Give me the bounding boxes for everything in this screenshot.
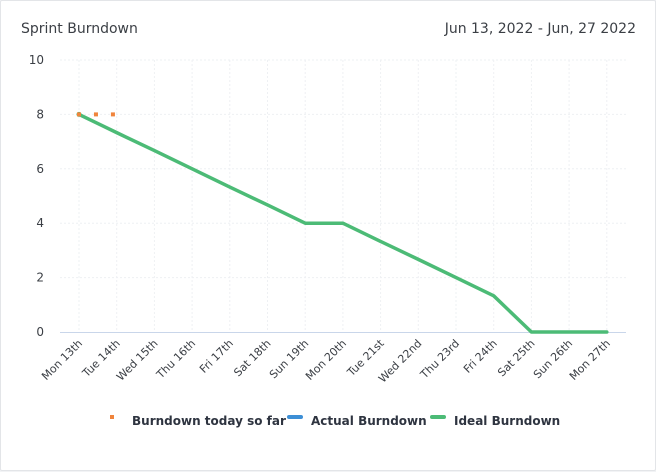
legend-item-ideal[interactable]: Ideal Burndown bbox=[454, 414, 560, 428]
x-tick-label: Mon 27th bbox=[567, 337, 613, 383]
y-tick-label: 0 bbox=[36, 325, 44, 339]
x-tick-label: Mon 13th bbox=[39, 337, 85, 383]
y-tick-label: 2 bbox=[36, 271, 44, 285]
x-tick-label: Thu 16th bbox=[153, 337, 198, 382]
ideal-burndown-line bbox=[77, 112, 609, 334]
chart-title: Sprint Burndown bbox=[21, 21, 138, 37]
today-burndown-point bbox=[110, 112, 115, 117]
x-tick-label: Thu 23rd bbox=[417, 337, 462, 382]
y-tick-label: 8 bbox=[36, 107, 44, 121]
today-burndown-point bbox=[93, 112, 98, 117]
legend-item-today-swatch bbox=[110, 415, 114, 419]
legend-item-actual-swatch bbox=[287, 415, 303, 419]
today-burndown-point bbox=[77, 112, 81, 117]
x-tick-label: Mon 20th bbox=[303, 337, 349, 383]
date-range-label: Jun 13, 2022 - Jun, 27 2022 bbox=[444, 21, 636, 37]
y-tick-label: 10 bbox=[29, 53, 44, 67]
y-tick-label: 4 bbox=[36, 216, 44, 230]
x-tick-label: Wed 15th bbox=[114, 337, 161, 384]
legend-item-ideal-swatch bbox=[430, 415, 446, 419]
legend-item-actual[interactable]: Actual Burndown bbox=[311, 414, 427, 428]
legend-item-today[interactable]: Burndown today so far bbox=[132, 414, 286, 428]
y-tick-label: 6 bbox=[36, 162, 44, 176]
